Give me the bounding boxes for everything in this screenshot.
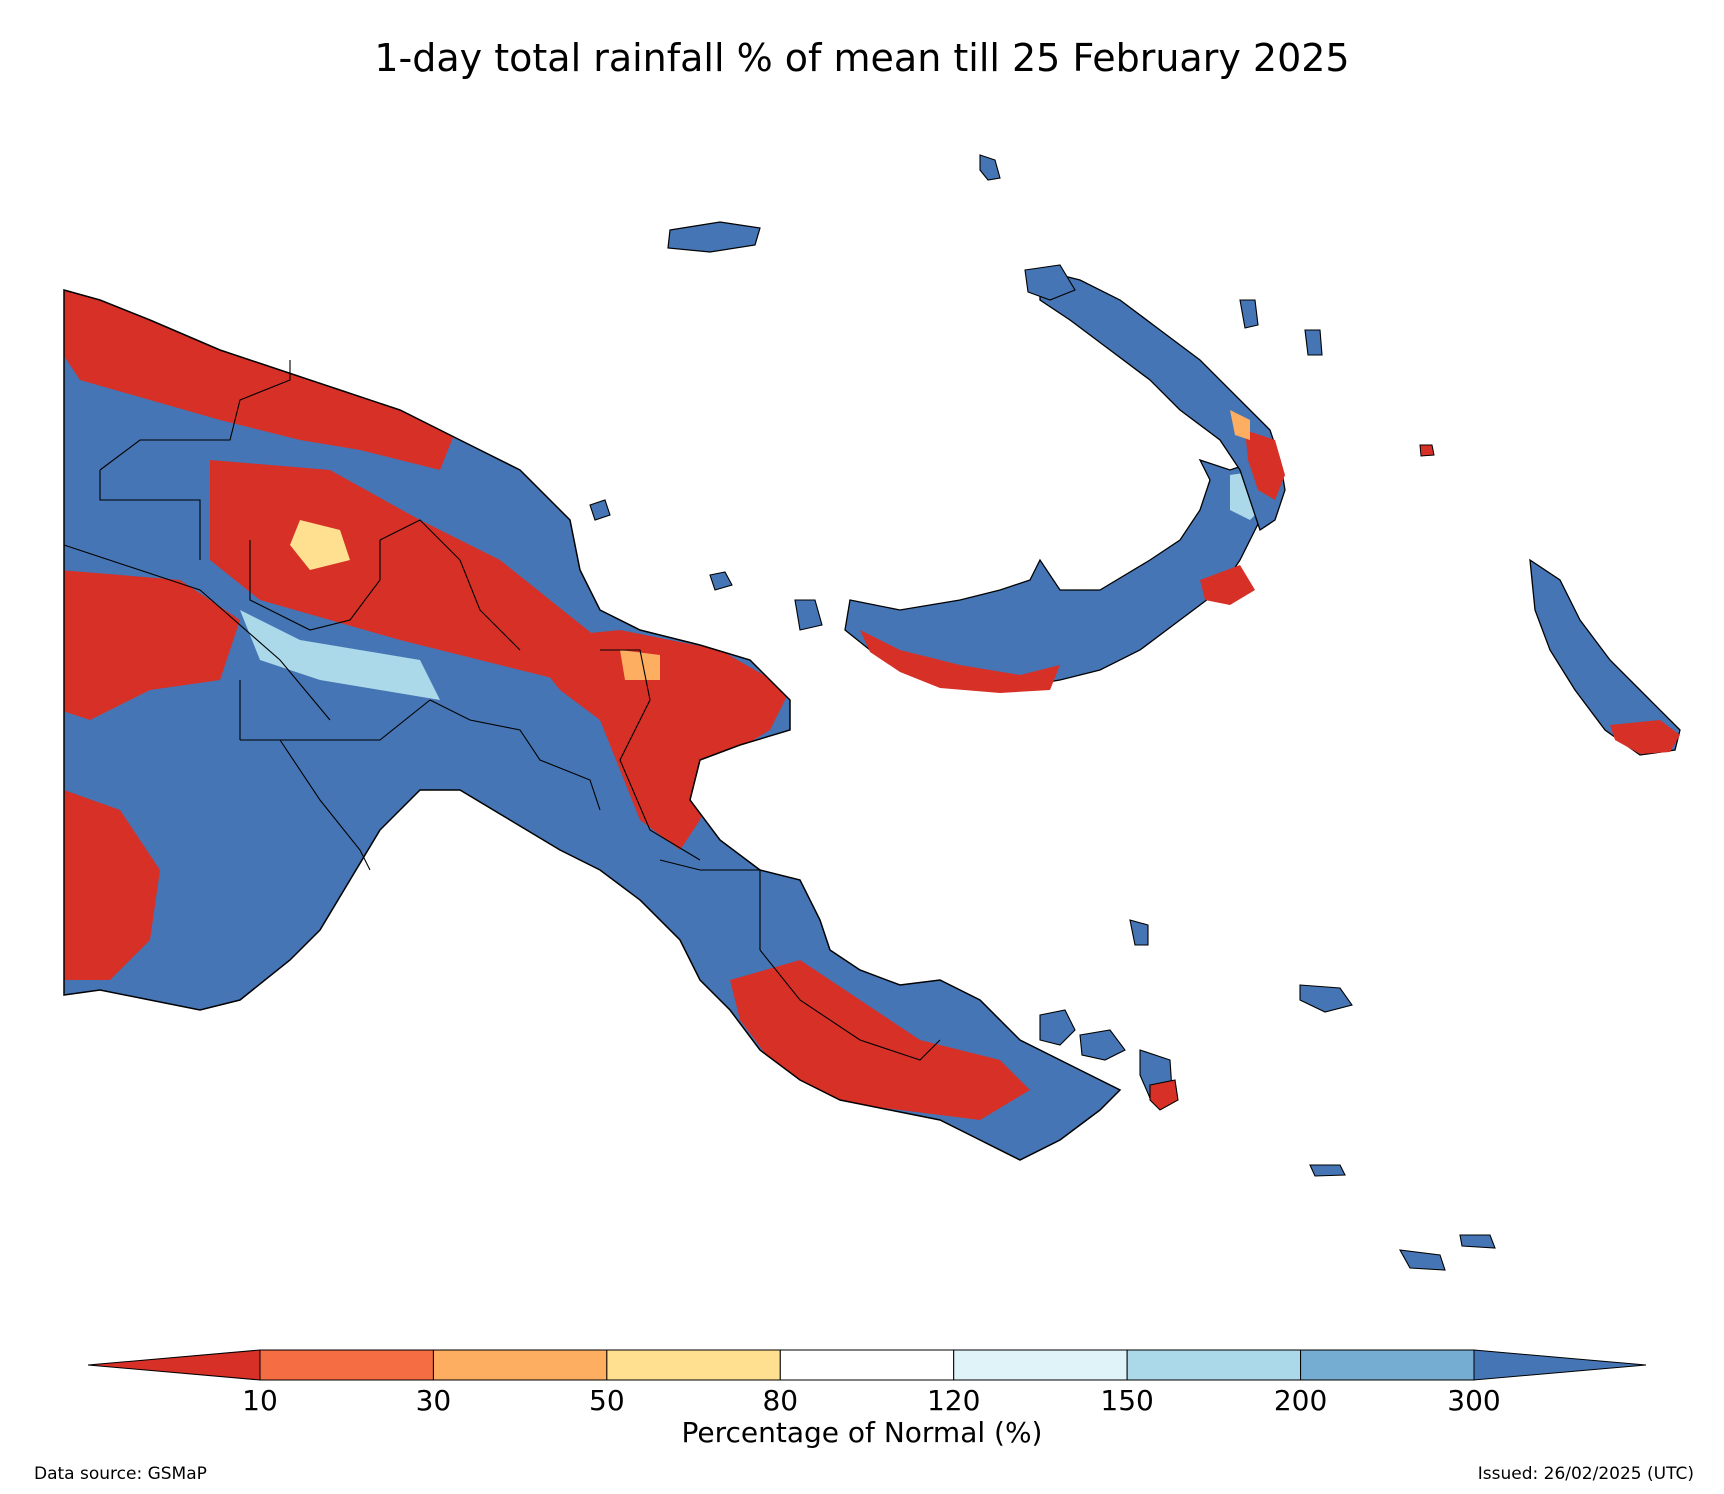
rain-dry-highlands [210, 460, 600, 680]
colorbar-segment [953, 1349, 1128, 1381]
rain-dry-southeast [730, 960, 1030, 1120]
bougainville [1529, 558, 1681, 756]
rain-dry-madang [520, 630, 790, 850]
rain-dry-west [64, 570, 240, 720]
rain-dry-north-coast [64, 290, 460, 470]
colorbar-tick-label: 120 [926, 1384, 981, 1417]
rain-dry-southwest [64, 790, 160, 980]
new-britain [844, 458, 1276, 693]
colorbar [87, 1349, 1647, 1381]
rain-dry-milne-east [1149, 1079, 1179, 1111]
colorbar-tick-label: 30 [415, 1384, 452, 1417]
colorbar-segment [1126, 1349, 1302, 1381]
rain-dry-new-ireland-south [1245, 430, 1285, 500]
new-ireland [1039, 269, 1286, 532]
colorbar-segment [259, 1349, 434, 1381]
colorbar-tick-label: 50 [589, 1384, 625, 1417]
colorbar-extend-high [1473, 1349, 1647, 1381]
colorbar-segment [606, 1349, 781, 1381]
northern-small-islands [589, 154, 1323, 631]
issued-date: Issued: 26/02/2025 (UTC) [1477, 1464, 1694, 1484]
map-title: 1-day total rainfall % of mean till 25 F… [374, 36, 1350, 80]
rain-near-normal-madang [620, 650, 660, 680]
mainland [63, 289, 1121, 1161]
colorbar-tick-label: 200 [1273, 1384, 1328, 1417]
colorbar-extend-low [87, 1349, 261, 1381]
rain-near-normal-new-ireland [1230, 410, 1250, 440]
colorbar-tick-label: 300 [1447, 1384, 1501, 1417]
rain-dry-new-britain-east [1200, 565, 1255, 605]
colorbar-tick-label: 80 [762, 1384, 799, 1417]
colorbar-tick-label: 150 [1100, 1384, 1154, 1417]
rain-dry-bougainville-south [1610, 720, 1680, 754]
rain-near-normal-highlands [290, 520, 350, 570]
colorbar-tick-label: 10 [242, 1384, 278, 1417]
rain-dry-new-britain-south [860, 630, 1060, 693]
colorbar-segment [1300, 1349, 1475, 1381]
colorbar-segment [779, 1349, 955, 1381]
province-boundaries [63, 360, 941, 1061]
rain-moderate-band [240, 610, 440, 700]
colorbar-label: Percentage of Normal (%) [681, 1416, 1043, 1449]
small-island-dry [1419, 444, 1435, 457]
milne-bay-islands [1039, 919, 1496, 1271]
data-source: Data source: GSMaP [34, 1464, 207, 1484]
colorbar-segment [432, 1349, 608, 1381]
manus-island [667, 221, 761, 253]
